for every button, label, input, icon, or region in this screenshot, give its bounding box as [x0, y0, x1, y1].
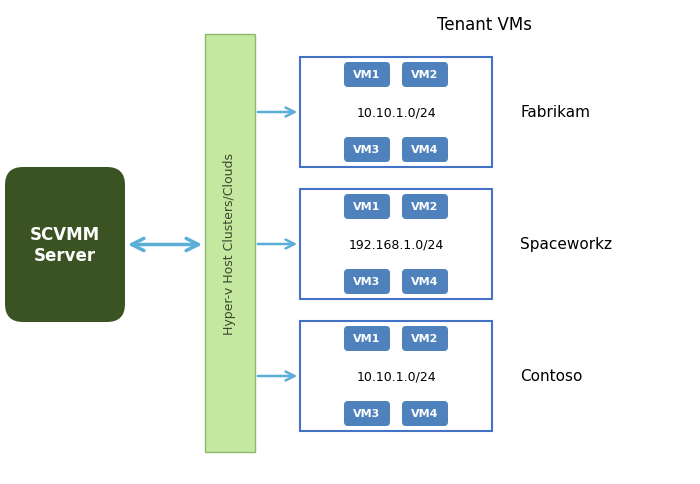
- Text: SCVMM
Server: SCVMM Server: [30, 226, 100, 264]
- Text: Hyper-v Host Clusters/Clouds: Hyper-v Host Clusters/Clouds: [223, 152, 237, 334]
- Text: Tenant VMs: Tenant VMs: [438, 16, 533, 34]
- FancyBboxPatch shape: [344, 63, 390, 88]
- Text: 192.168.1.0/24: 192.168.1.0/24: [349, 238, 444, 251]
- Bar: [205, 35, 255, 452]
- FancyBboxPatch shape: [344, 138, 390, 163]
- Text: Contoso: Contoso: [520, 369, 582, 384]
- Text: VM1: VM1: [354, 334, 381, 344]
- FancyBboxPatch shape: [402, 326, 448, 351]
- Text: Spaceworkz: Spaceworkz: [520, 237, 612, 252]
- FancyBboxPatch shape: [344, 270, 390, 294]
- Text: VM1: VM1: [354, 70, 381, 80]
- Bar: [300, 321, 492, 431]
- FancyBboxPatch shape: [344, 195, 390, 220]
- FancyBboxPatch shape: [402, 63, 448, 88]
- Text: 10.10.1.0/24: 10.10.1.0/24: [356, 370, 436, 383]
- FancyBboxPatch shape: [344, 401, 390, 426]
- Text: 10.10.1.0/24: 10.10.1.0/24: [356, 106, 436, 119]
- Text: Fabrikam: Fabrikam: [520, 106, 590, 120]
- FancyBboxPatch shape: [402, 138, 448, 163]
- Bar: [300, 190, 492, 300]
- FancyBboxPatch shape: [402, 270, 448, 294]
- Text: VM4: VM4: [412, 145, 439, 155]
- Text: VM3: VM3: [354, 145, 381, 155]
- Text: VM4: VM4: [412, 277, 439, 287]
- Text: VM3: VM3: [354, 277, 381, 287]
- Text: VM4: VM4: [412, 408, 439, 419]
- Text: VM2: VM2: [412, 202, 439, 212]
- Text: VM2: VM2: [412, 70, 439, 80]
- FancyBboxPatch shape: [344, 326, 390, 351]
- Text: VM1: VM1: [354, 202, 381, 212]
- Bar: [300, 58, 492, 167]
- FancyBboxPatch shape: [402, 195, 448, 220]
- Text: VM3: VM3: [354, 408, 381, 419]
- Text: VM2: VM2: [412, 334, 439, 344]
- FancyBboxPatch shape: [5, 167, 125, 322]
- FancyBboxPatch shape: [402, 401, 448, 426]
